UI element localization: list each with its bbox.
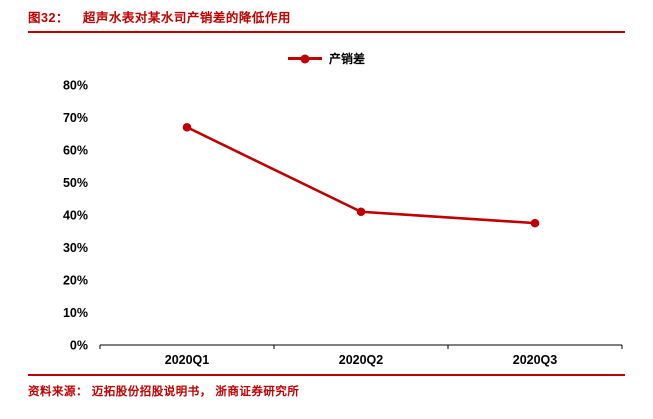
x-tick-label: 2020Q2: [339, 353, 384, 367]
y-tick-label: 30%: [63, 241, 88, 255]
data-point-marker: [356, 207, 366, 217]
x-tick-label: 2020Q1: [165, 353, 210, 367]
y-tick-label: 60%: [63, 144, 88, 158]
x-tick-label: 2020Q3: [513, 353, 558, 367]
legend-dot-icon: [300, 54, 310, 63]
footer-divider-line: [28, 374, 625, 376]
y-tick-label: 0%: [70, 339, 88, 353]
legend-line-marker-icon: [287, 54, 322, 63]
chart-legend: 产销差: [0, 50, 653, 67]
figure-number-label: 图32：: [28, 11, 69, 25]
data-point-marker: [182, 122, 192, 132]
y-tick-label: 10%: [63, 306, 88, 320]
y-tick-label: 50%: [63, 176, 88, 190]
source-note: 资料来源： 迈拓股份招股说明书， 浙商证券研究所: [28, 386, 300, 398]
y-tick-label: 40%: [63, 209, 88, 223]
line-chart: 0% 10% 20% 30% 40% 50% 60% 70% 80% 2020Q1 2020Q2 20…: [63, 79, 623, 367]
figure-title-text: 超声水表对某水司产销差的降低作用: [82, 11, 291, 25]
data-point-marker: [530, 218, 540, 228]
y-tick-label: 20%: [63, 274, 88, 288]
y-tick-label: 70%: [63, 111, 88, 125]
figure-title: 图32： 超声水表对某水司产销差的降低作用: [28, 7, 291, 26]
legend-series-label: 产销差: [328, 52, 365, 66]
y-tick-label: 80%: [63, 79, 88, 93]
title-divider-line: [28, 31, 625, 33]
